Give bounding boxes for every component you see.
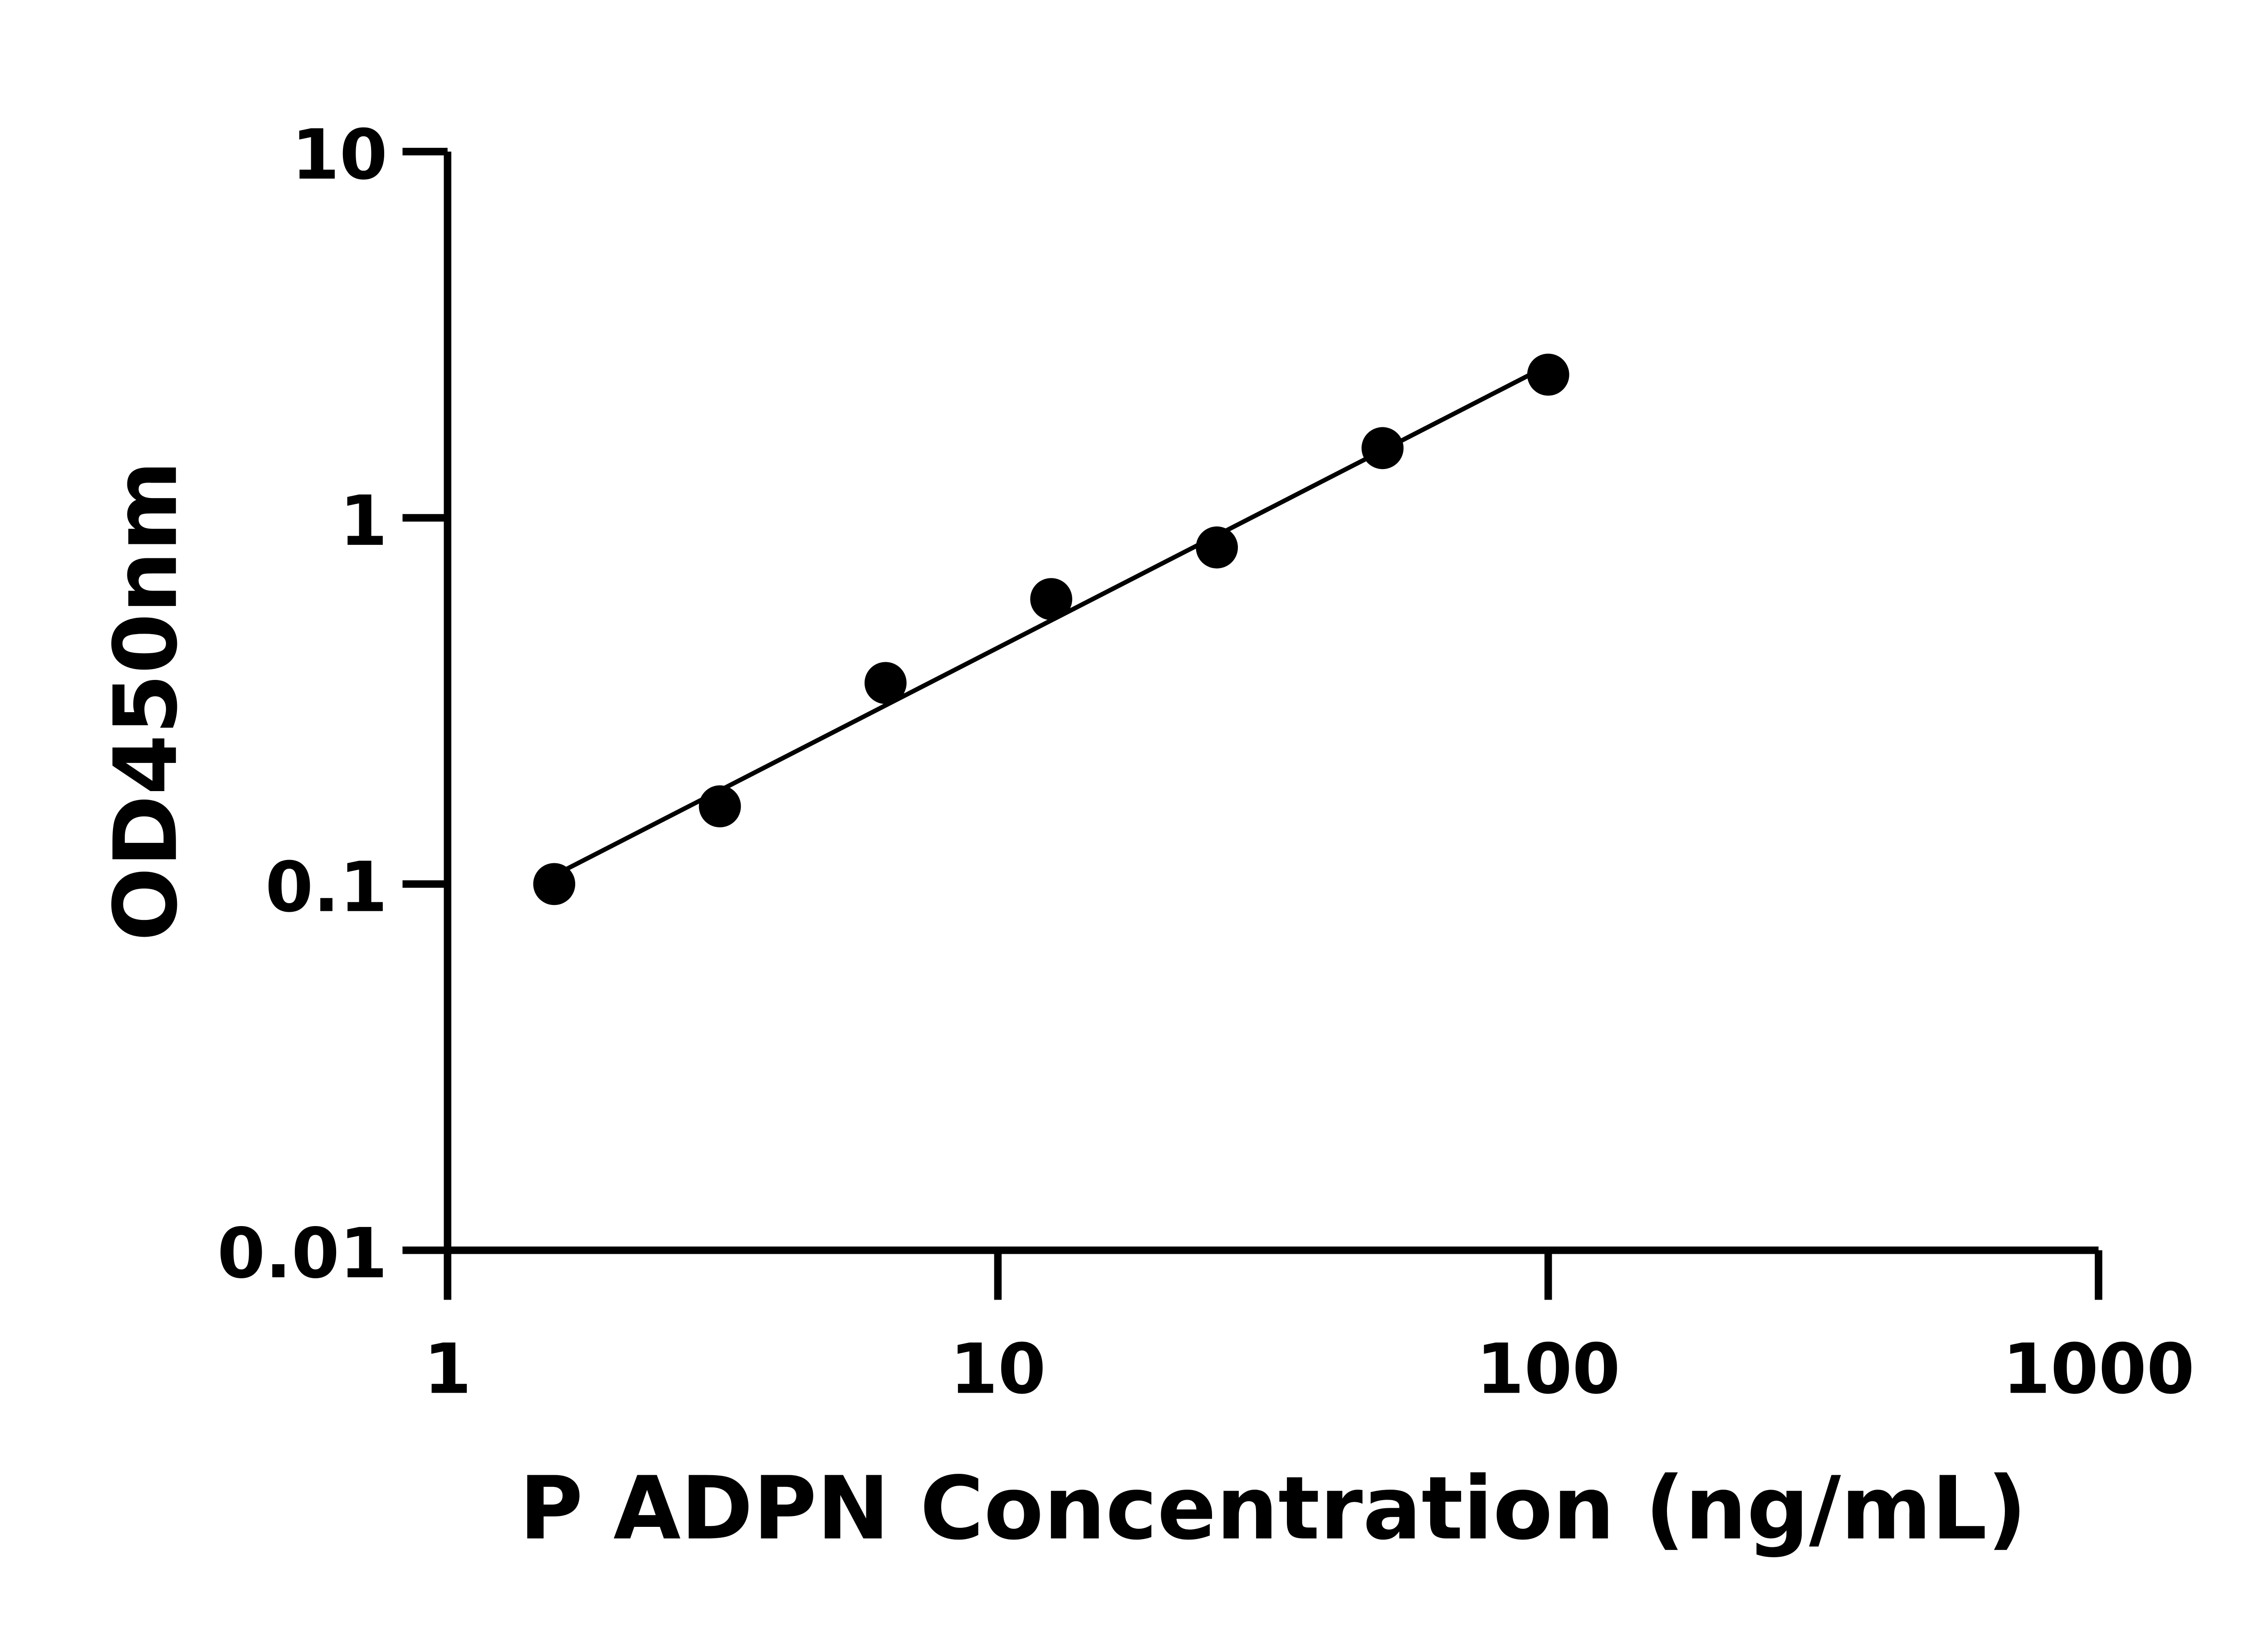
axes: 1 10 100 1000 0.01 0.1 1 10: [217, 115, 2195, 1409]
x-tick-label: 10: [950, 1329, 1046, 1409]
data-point: [1030, 578, 1072, 620]
data-point: [864, 662, 907, 704]
data-point: [1361, 427, 1404, 469]
data-point: [699, 785, 741, 827]
data-point: [533, 863, 576, 905]
data-point: [1196, 526, 1238, 569]
y-tick-label: 10: [292, 115, 388, 195]
y-tick-label: 0.01: [217, 1213, 388, 1294]
x-axis-label: P ADPN Concentration (ng/mL): [519, 1458, 2027, 1560]
x-tick-label: 100: [1476, 1329, 1620, 1409]
data-point: [1527, 353, 1569, 396]
y-tick-label: 1: [339, 481, 387, 561]
y-axis-label: OD450nm: [96, 460, 197, 941]
x-tick-label: 1: [424, 1329, 472, 1409]
data-points: [533, 353, 1569, 905]
x-tick-label: 1000: [2003, 1329, 2195, 1409]
y-tick-label: 0.1: [265, 847, 388, 927]
